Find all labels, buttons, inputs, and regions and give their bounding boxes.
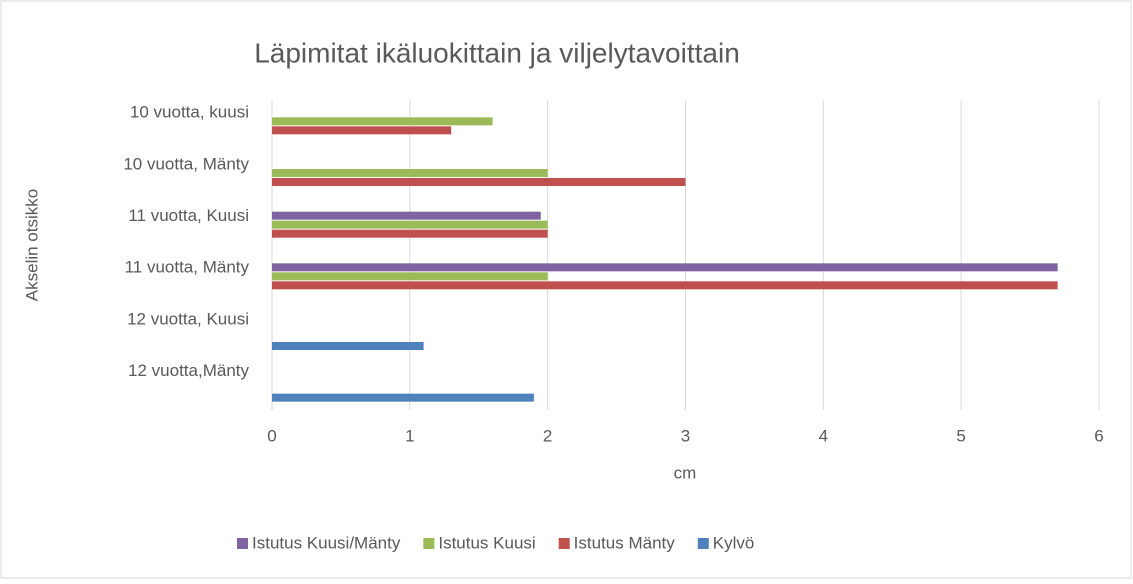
bar [272,263,1058,272]
legend-label: Istutus Kuusi [438,533,535,552]
x-axis-title: cm [674,463,697,482]
legend-label: Istutus Mänty [574,533,676,552]
x-tick-label: 6 [1094,426,1103,445]
x-tick-label: 1 [405,426,414,445]
legend-swatch [697,538,709,549]
legend-label: Kylvö [713,533,755,552]
bar [272,281,1058,290]
y-tick-label: 10 vuotta, kuusi [130,103,249,122]
bar [272,342,424,350]
x-tick-label: 2 [543,426,552,445]
bar [272,229,548,238]
legend-swatch [558,538,570,549]
bar [272,178,686,186]
legend-swatch [237,538,248,549]
x-tick-label: 0 [267,426,276,445]
y-tick-label: 10 vuotta, Mänty [123,154,249,173]
bar [272,117,493,126]
y-tick-label: 12 vuotta,Mänty [128,361,249,380]
x-tick-label: 5 [956,426,965,445]
legend-swatch [423,538,435,549]
bar [272,272,548,281]
legend-label: Istutus Kuusi/Mänty [252,533,401,552]
x-tick-label: 4 [819,426,828,445]
bar [272,169,548,177]
x-tick-label: 3 [681,426,690,445]
y-tick-label: 11 vuotta, Kuusi [128,206,249,225]
bar [272,211,541,220]
chart-title: Läpimitat ikäluokittain ja viljelytavoit… [254,37,740,68]
y-axis-title: Akselin otsikko [22,189,41,301]
y-tick-label: 11 vuotta, Mänty [125,258,250,277]
bar [272,126,452,135]
bar [272,220,548,229]
bar [272,393,534,402]
y-tick-label: 12 vuotta, Kuusi [127,309,249,328]
